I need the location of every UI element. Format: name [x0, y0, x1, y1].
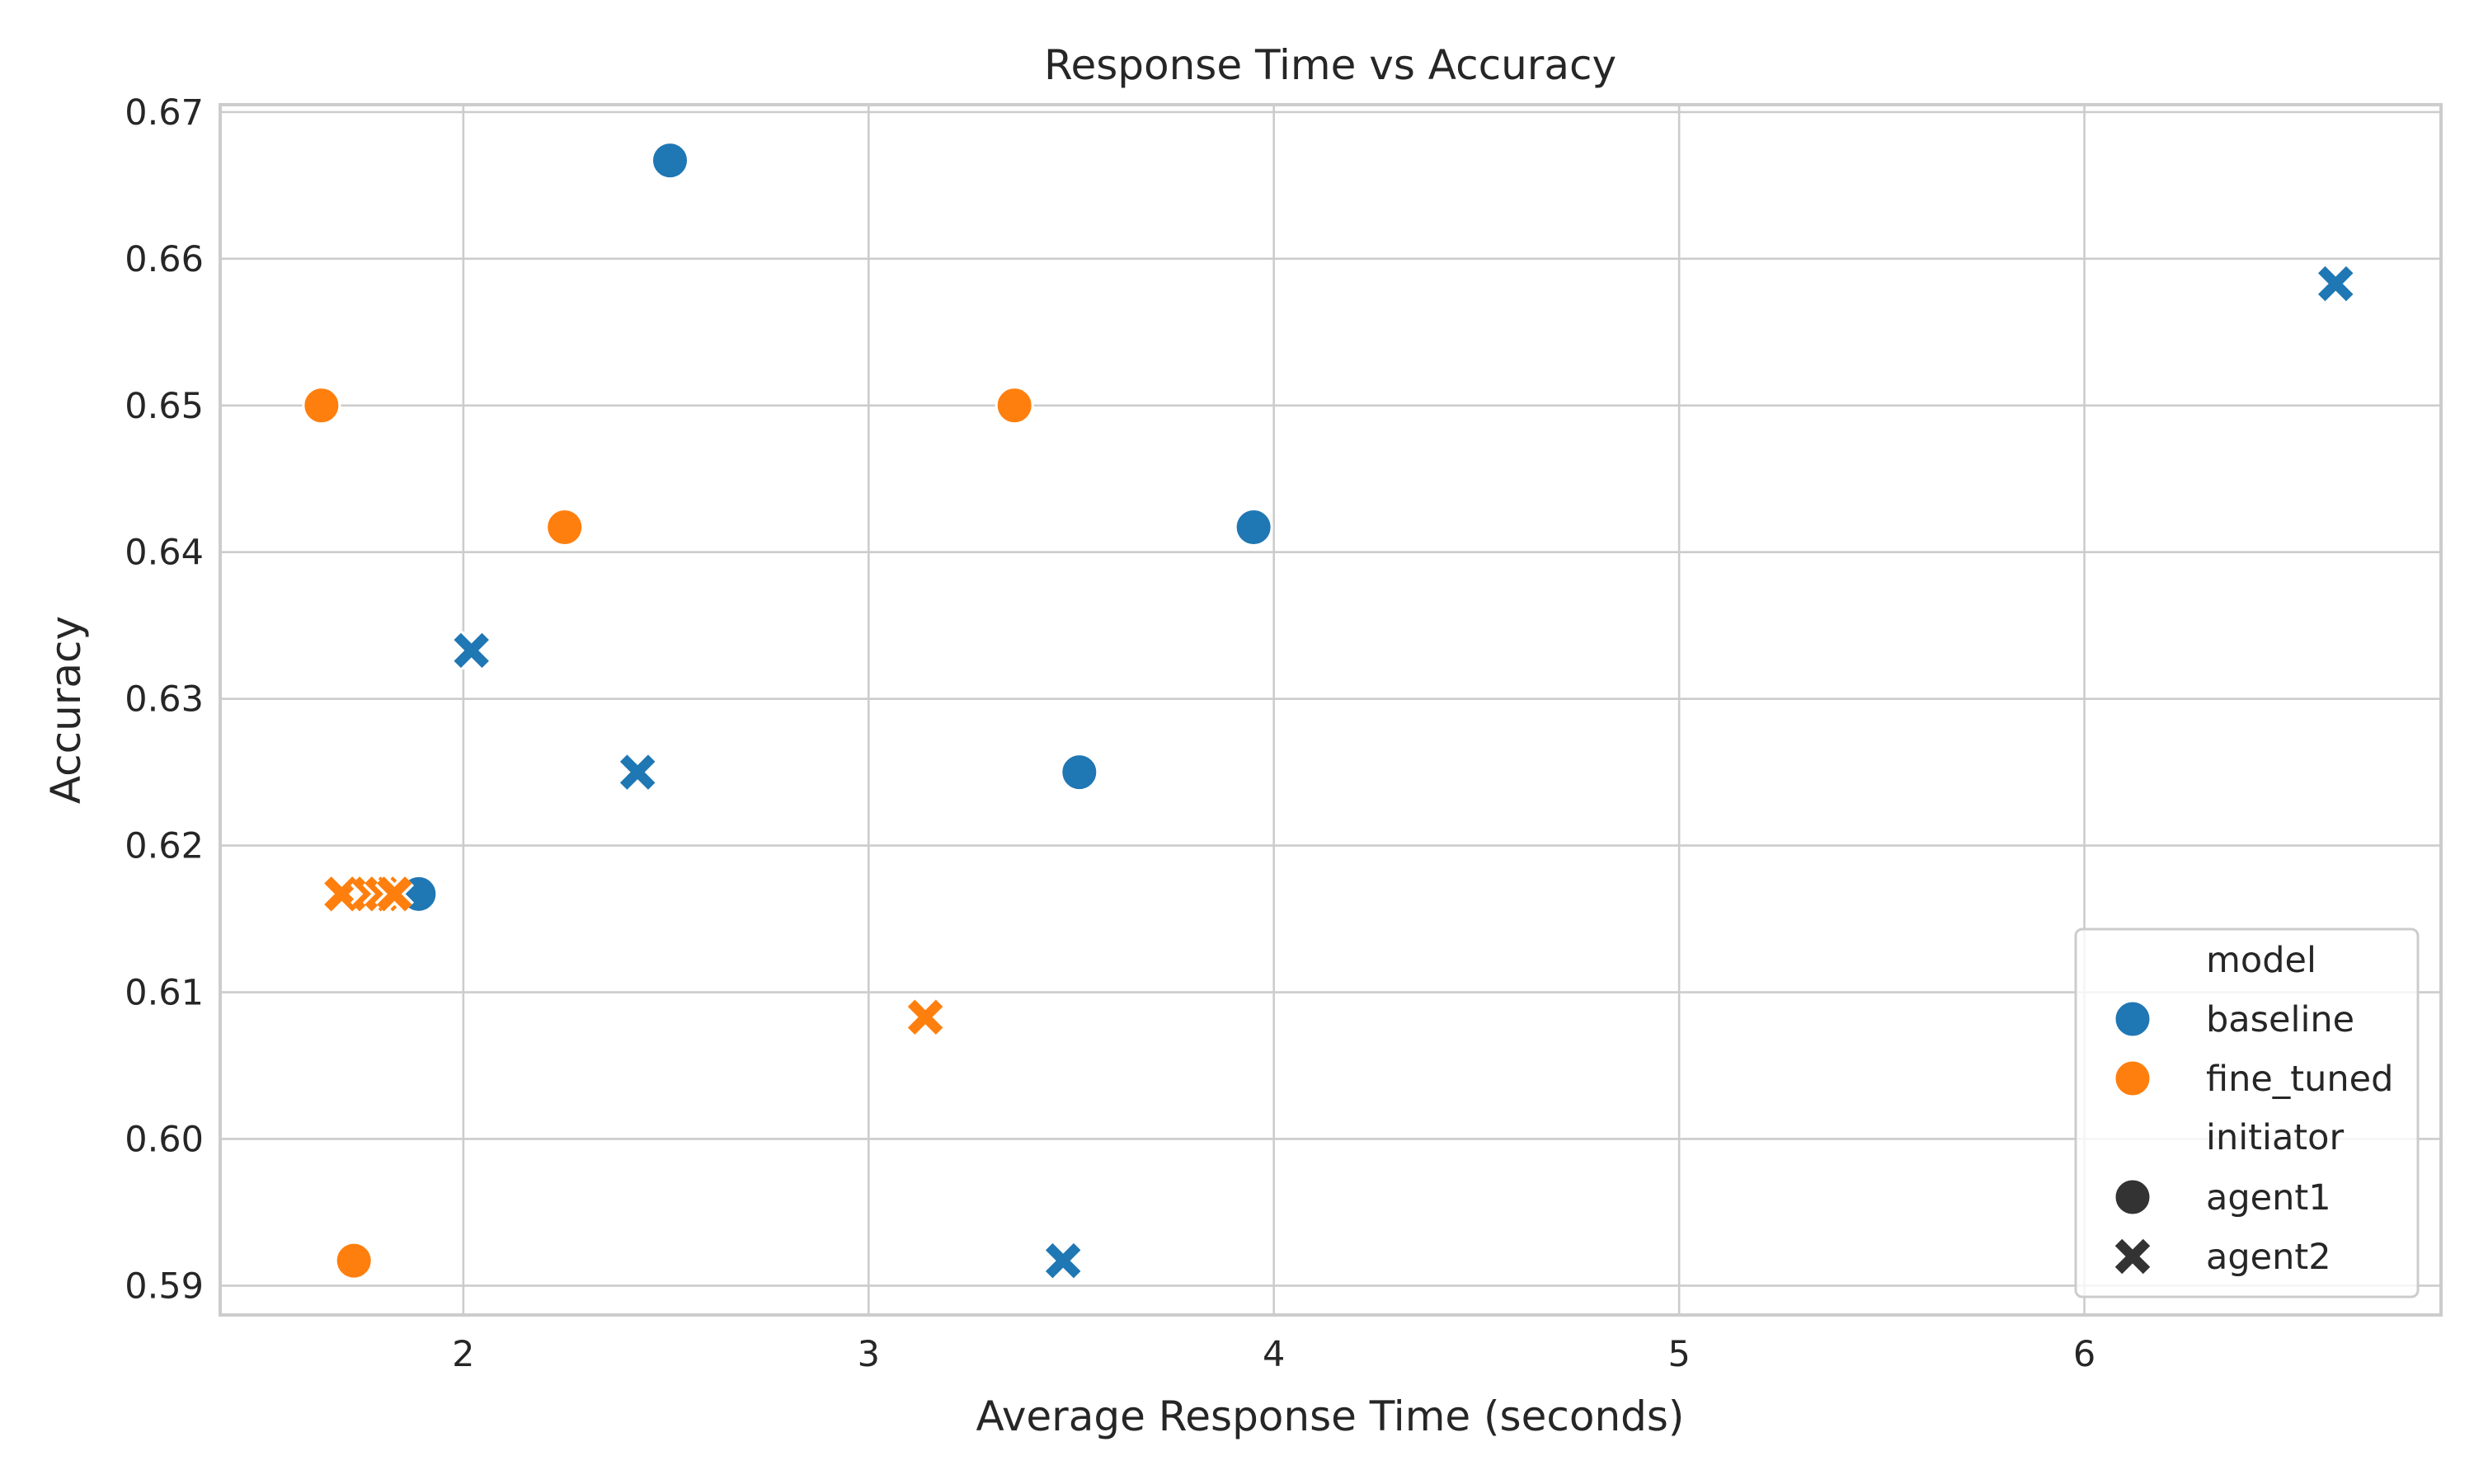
data-point-fine_tuned-agent2: [905, 998, 945, 1037]
data-point-baseline-agent2: [618, 752, 657, 792]
legend-title-model: model: [2206, 940, 2316, 981]
y-tick-label: 0.63: [125, 679, 204, 721]
data-point-baseline-agent2: [2316, 264, 2355, 303]
data-point-baseline-agent1: [1234, 507, 1273, 547]
data-point-fine_tuned-agent1: [334, 1241, 374, 1280]
x-tick-label: 5: [1667, 1334, 1690, 1375]
y-tick-label: 0.62: [125, 826, 204, 867]
legend-marker-agent1: [2113, 1177, 2152, 1217]
y-axis-label: Accuracy: [42, 616, 90, 804]
y-tick-label: 0.59: [125, 1266, 204, 1307]
legend-title-initiator: initiator: [2206, 1117, 2344, 1158]
chart-title: Response Time vs Accuracy: [1044, 41, 1616, 89]
y-tick-label: 0.61: [125, 973, 204, 1014]
data-point-baseline-agent1: [650, 141, 689, 181]
legend-marker-agent2: [2113, 1237, 2152, 1276]
data-point-fine_tuned-agent2: [322, 874, 362, 914]
legend-marker-fine_tuned: [2113, 1059, 2152, 1098]
legend-marker-baseline: [2113, 999, 2152, 1039]
data-points: [302, 141, 2355, 1280]
y-tick-label: 0.65: [125, 386, 204, 427]
data-point-fine_tuned-agent2: [374, 874, 415, 914]
y-tick-label: 0.64: [125, 533, 204, 574]
data-point-fine_tuned-agent1: [995, 386, 1034, 425]
tick-labels: 2 3 4 5 6 0.59 0.60 0.61 0.62 0.63 0.64 0.65 0.66 0.6…: [125, 92, 2095, 1375]
legend-label-agent1: agent1: [2206, 1177, 2331, 1219]
data-point-baseline-agent2: [1043, 1241, 1083, 1280]
y-tick-label: 0.66: [125, 239, 204, 280]
x-tick-label: 6: [2073, 1334, 2095, 1375]
x-axis-label: Average Response Time (seconds): [976, 1392, 1685, 1440]
legend-label-fine_tuned: fine_tuned: [2206, 1059, 2393, 1100]
plot-frame: [219, 103, 2443, 1317]
legend-frame: [2074, 928, 2420, 1298]
y-tick-label: 0.60: [125, 1119, 204, 1160]
legend-label-baseline: baseline: [2206, 999, 2354, 1040]
y-tick-label: 0.67: [125, 92, 204, 134]
legend: model baseline fine_tuned agent1 agent2 ini…: [2074, 928, 2420, 1298]
data-point-fine_tuned-agent1: [302, 386, 341, 425]
grid-lines: [220, 105, 2441, 1315]
x-tick-label: 3: [858, 1334, 880, 1375]
legend-label-agent2: agent2: [2206, 1237, 2331, 1278]
data-point-baseline-agent2: [451, 631, 492, 670]
data-point-baseline-agent1: [1060, 753, 1099, 792]
legend-entries: baseline fine_tuned agent1 agent2: [2113, 999, 2393, 1278]
x-tick-label: 2: [452, 1334, 474, 1375]
x-tick-label: 4: [1263, 1334, 1285, 1375]
data-point-fine_tuned-agent1: [545, 507, 585, 547]
